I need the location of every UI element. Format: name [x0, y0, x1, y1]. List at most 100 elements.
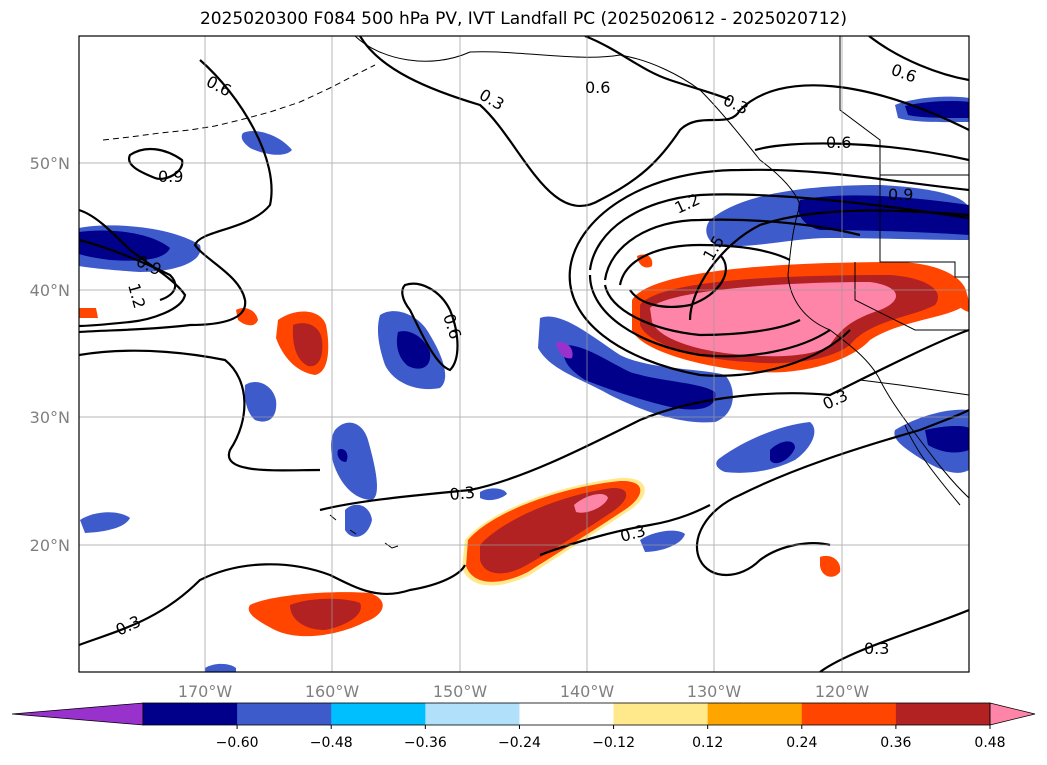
- negative-anomaly-region: [205, 663, 236, 672]
- pv-contours: [79, 36, 969, 672]
- lat-label: 20°N: [30, 536, 70, 555]
- contour-line: [401, 282, 459, 372]
- contour-line: [568, 168, 969, 321]
- negative-anomaly-region: [716, 422, 815, 473]
- colorbar-tick-label: −0.24: [498, 735, 541, 751]
- contour-label: 0.3: [864, 639, 889, 658]
- contour-label: 0.3: [113, 612, 144, 640]
- colorbar-extend-low: [11, 702, 144, 726]
- colorbar-swatch: [895, 703, 991, 725]
- lon-label: 170°W: [178, 682, 233, 701]
- contour-label: 1.2: [672, 190, 703, 218]
- lat-tick-labels: 50°N 40°N 30°N 20°N: [30, 154, 70, 555]
- contour-line: [319, 328, 969, 512]
- aleutian-islands: [102, 64, 376, 141]
- contour-line: [618, 243, 791, 286]
- contour-line: [568, 269, 851, 377]
- colorbar-swatch: [801, 703, 897, 725]
- contour-label: 0.6: [203, 72, 234, 101]
- negative-anomaly-region: [770, 441, 795, 464]
- map-area: 0.6 0.3 0.6 0.3 0.6 0.6 0.9 0.9 1.2 1.2 …: [79, 36, 969, 672]
- contour-line: [79, 208, 187, 328]
- negative-anomaly-region: [563, 345, 716, 410]
- colorbar-swatch: [143, 703, 238, 725]
- lon-label: 140°W: [560, 682, 615, 701]
- colorbar-tick-label: 0.12: [692, 735, 723, 751]
- positive-anomaly-region: [650, 282, 897, 357]
- contour-label: 0.9: [888, 185, 913, 204]
- contour-line: [603, 218, 861, 281]
- positive-anomaly-region: [292, 323, 323, 367]
- lon-label: 160°W: [305, 682, 360, 701]
- colorbar-tick-label: 0.24: [786, 735, 817, 751]
- positive-anomaly-region: [290, 598, 361, 630]
- contour-label: 0.6: [585, 78, 610, 97]
- contour-line: [359, 36, 969, 208]
- contour-line: [539, 504, 711, 557]
- contour-label: 0.9: [158, 167, 183, 186]
- colorbar: −0.60 −0.48 −0.36 −0.24 −0.12 0.12 0.24 0.36 0.4…: [11, 702, 1036, 751]
- contour-line: [588, 274, 831, 358]
- negative-anomaly-region: [798, 195, 969, 235]
- colorbar-swatch: [425, 703, 520, 725]
- lon-tick-labels: 170°W 160°W 150°W 140°W 130°W 120°W: [178, 682, 870, 701]
- map-title: 2025020300 F084 500 hPa PV, IVT Landfall…: [199, 9, 847, 29]
- contour-label: 0.3: [720, 90, 751, 118]
- contour-line: [79, 238, 177, 302]
- lat-label: 30°N: [30, 408, 70, 427]
- contour-label: 0.6: [826, 133, 851, 152]
- contour-line: [695, 409, 969, 561]
- north-america-coast: [354, 36, 969, 499]
- contour-label: 1.2: [124, 281, 149, 311]
- contour-line: [819, 608, 969, 672]
- negative-anomaly-region: [80, 512, 130, 533]
- colorbar-swatch: [519, 703, 615, 725]
- negative-anomaly-region: [241, 130, 292, 155]
- lon-label: 130°W: [687, 682, 742, 701]
- colorbar-swatch: [237, 703, 332, 725]
- colorbar-tick-label: 0.36: [880, 735, 911, 751]
- negative-anomaly-region: [345, 504, 372, 537]
- contour-label: 0.6: [439, 311, 465, 341]
- contour-line: [629, 254, 727, 308]
- positive-anomaly-region: [79, 308, 98, 318]
- positive-anomaly-region: [236, 308, 258, 326]
- lon-label: 120°W: [815, 682, 870, 701]
- colorbar-tick-label: 0.48: [974, 735, 1005, 751]
- contour-label: 0.3: [449, 483, 476, 504]
- negative-anomaly-region: [640, 530, 685, 552]
- colorbar-extend-high: [989, 702, 1036, 726]
- negative-anomaly-region: [556, 341, 573, 359]
- negative-anomaly-region: [337, 449, 348, 462]
- border-lines: [839, 36, 969, 176]
- negative-anomaly-region: [244, 381, 277, 422]
- contour-line: [79, 59, 273, 334]
- map-frame: [78, 35, 970, 673]
- contour-line: [754, 142, 969, 162]
- contour-line: [868, 36, 969, 82]
- lat-label: 40°N: [30, 281, 70, 300]
- us-mexico-border: [859, 379, 969, 396]
- contour-line: [79, 349, 321, 472]
- contour-line: [79, 563, 466, 647]
- colorbar-tick-label: −0.12: [592, 735, 635, 751]
- colorbar-tick-label: −0.60: [216, 735, 259, 751]
- shading-layer: [79, 96, 969, 672]
- contour-line: [603, 284, 801, 337]
- graticule: [79, 36, 969, 672]
- colorbar-frame: [142, 702, 991, 726]
- negative-anomaly-region: [905, 101, 969, 118]
- contour-line: [127, 147, 184, 180]
- colorbar-tick-label: −0.48: [310, 735, 353, 751]
- negative-anomaly-region: [480, 488, 507, 501]
- lat-label: 50°N: [30, 154, 70, 173]
- positive-anomaly-region: [574, 494, 608, 513]
- contour-label: 0.3: [820, 386, 851, 414]
- state-lines: [854, 175, 969, 331]
- colorbar-swatch: [707, 703, 803, 725]
- negative-anomaly-region: [396, 331, 431, 369]
- colorbar-swatch: [613, 703, 709, 725]
- colorbar-tick-label: −0.36: [404, 735, 447, 751]
- contour-line: [584, 36, 731, 101]
